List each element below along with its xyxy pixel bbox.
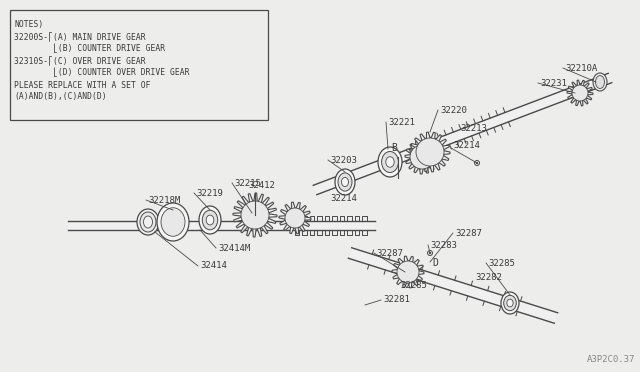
Text: ⎣(D) COUNTER OVER DRIVE GEAR: ⎣(D) COUNTER OVER DRIVE GEAR [14,68,189,77]
Text: 32281: 32281 [383,295,410,305]
Polygon shape [68,221,375,230]
Text: 32287: 32287 [376,248,403,257]
Text: 32285: 32285 [400,282,427,291]
Text: 32414M: 32414M [218,244,250,253]
Text: 32214: 32214 [453,141,480,150]
Ellipse shape [137,209,159,235]
Polygon shape [279,202,311,234]
Text: 32285: 32285 [488,259,515,267]
Text: 32218M: 32218M [148,196,180,205]
Polygon shape [313,73,612,195]
Text: 32282: 32282 [475,273,502,282]
Ellipse shape [335,169,355,195]
Polygon shape [410,132,450,172]
Ellipse shape [386,157,394,167]
Ellipse shape [428,250,433,256]
Text: 32214: 32214 [330,193,357,202]
Text: 32414: 32414 [200,262,227,270]
Text: A3P2C0.37: A3P2C0.37 [587,355,635,364]
Ellipse shape [157,203,189,241]
Ellipse shape [595,76,605,89]
Text: NOTES): NOTES) [14,20,44,29]
Ellipse shape [416,138,444,166]
Ellipse shape [202,210,218,230]
Ellipse shape [593,73,607,91]
Text: PLEASE REPLACE WITH A SET OF: PLEASE REPLACE WITH A SET OF [14,81,150,90]
Ellipse shape [161,208,185,236]
Text: 32412: 32412 [248,181,275,190]
Text: 32220: 32220 [440,106,467,115]
Polygon shape [68,221,375,230]
Ellipse shape [429,252,431,254]
Ellipse shape [143,216,152,228]
Polygon shape [405,140,439,174]
Text: 32219: 32219 [196,189,223,198]
Ellipse shape [507,299,513,307]
Text: B: B [391,143,397,153]
Ellipse shape [474,160,479,166]
Polygon shape [392,256,424,288]
Text: 32210A: 32210A [565,64,597,73]
Ellipse shape [140,212,156,232]
Text: 32221: 32221 [388,118,415,126]
Polygon shape [348,248,557,323]
Text: (A)AND(B),(C)AND(D): (A)AND(B),(C)AND(D) [14,92,107,101]
Ellipse shape [410,145,434,169]
Text: 32310S-⎡(C) OVER DRIVE GEAR: 32310S-⎡(C) OVER DRIVE GEAR [14,57,146,67]
Ellipse shape [378,147,402,177]
Ellipse shape [241,201,269,229]
Polygon shape [348,248,557,323]
Text: 32287: 32287 [455,228,482,237]
Ellipse shape [381,151,398,173]
Text: 32231: 32231 [540,78,567,87]
Text: 32213: 32213 [460,124,487,132]
Text: 32283: 32283 [430,241,457,250]
Polygon shape [567,80,593,106]
Ellipse shape [501,292,519,314]
Ellipse shape [338,173,352,191]
Ellipse shape [476,162,478,164]
Text: D: D [432,258,438,268]
Text: 32215: 32215 [234,179,261,187]
Polygon shape [233,193,277,237]
Bar [10,10,268,120]
Ellipse shape [572,85,588,101]
Ellipse shape [199,206,221,234]
Polygon shape [313,73,612,195]
Ellipse shape [504,295,516,311]
Ellipse shape [206,215,214,225]
Ellipse shape [285,208,305,228]
Ellipse shape [397,261,419,283]
Text: 32203: 32203 [330,155,357,164]
Ellipse shape [342,177,349,186]
Text: 32200S-⎡(A) MAIN DRIVE GEAR: 32200S-⎡(A) MAIN DRIVE GEAR [14,33,146,42]
Text: ⎣(B) COUNTER DRIVE GEAR: ⎣(B) COUNTER DRIVE GEAR [14,44,165,54]
